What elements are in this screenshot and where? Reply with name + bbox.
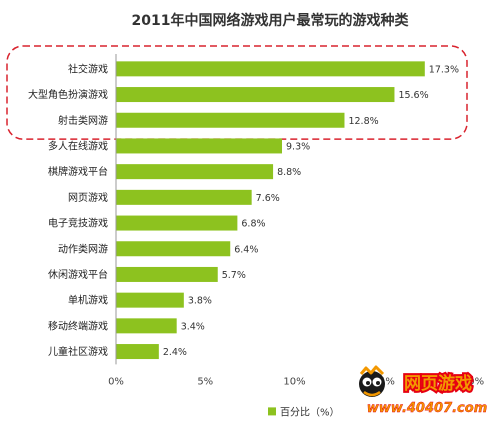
bar [116, 61, 425, 77]
category-label: 休闲游戏平台 [48, 268, 108, 281]
legend: 百分比（%） [268, 406, 340, 418]
bar [116, 189, 252, 205]
bar [116, 266, 218, 282]
mascot-icon [359, 365, 385, 397]
data-label: 17.3% [429, 64, 459, 75]
category-label: 网页游戏 [68, 191, 108, 204]
bar [116, 292, 184, 308]
chart-title: 2011年中国网络游戏用户最常玩的游戏种类 [132, 12, 410, 29]
category-label: 电子竞技游戏 [48, 217, 108, 230]
watermark-text: 网页游戏 [404, 373, 472, 394]
data-label: 3.8% [188, 296, 212, 307]
watermark-url: www.40407.com [367, 401, 488, 416]
category-labels: 社交游戏大型角色扮演游戏射击类网游多人在线游戏棋牌游戏平台网页游戏电子竞技游戏动… [28, 62, 108, 358]
bar [116, 215, 238, 231]
bar [116, 87, 395, 103]
legend-swatch [268, 407, 276, 416]
data-label: 3.4% [181, 321, 205, 332]
data-label: 12.8% [348, 116, 378, 127]
category-label: 大型角色扮演游戏 [28, 88, 108, 101]
bar [116, 138, 283, 154]
bar [116, 344, 159, 360]
data-label: 8.8% [277, 167, 301, 178]
category-label: 棋牌游戏平台 [48, 165, 108, 178]
bar [116, 164, 274, 180]
value-labels: 17.3% 15.6% 12.8% 9.3% 8.8% 7.6% 6.8% 6.4% 5.7% 3… [163, 64, 459, 358]
legend-label: 百分比（%） [280, 406, 340, 418]
data-label: 6.8% [241, 219, 265, 230]
bar [116, 241, 231, 257]
data-label: 6.4% [234, 244, 258, 255]
category-label: 社交游戏 [68, 62, 108, 75]
data-label: 5.7% [222, 270, 246, 281]
x-tick-label: 0% [108, 376, 124, 387]
x-tick-label: 20% [462, 376, 484, 387]
category-label: 射击类网游 [58, 114, 108, 127]
x-tick-label: 5% [197, 376, 213, 387]
bar [116, 112, 345, 128]
category-label: 儿童社区游戏 [48, 345, 108, 358]
bars [116, 61, 425, 360]
watermark-logo: 网页游戏 www.40407.com [359, 365, 488, 416]
bar [116, 318, 177, 334]
data-label: 15.6% [398, 90, 428, 101]
data-label: 9.3% [286, 141, 310, 152]
category-label: 单机游戏 [68, 294, 108, 307]
data-label: 2.4% [163, 347, 187, 358]
data-label: 7.6% [256, 193, 280, 204]
x-tick-label: 10% [283, 376, 305, 387]
category-label: 移动终端游戏 [48, 319, 108, 332]
category-label: 多人在线游戏 [48, 139, 108, 152]
category-label: 动作类网游 [58, 242, 108, 255]
